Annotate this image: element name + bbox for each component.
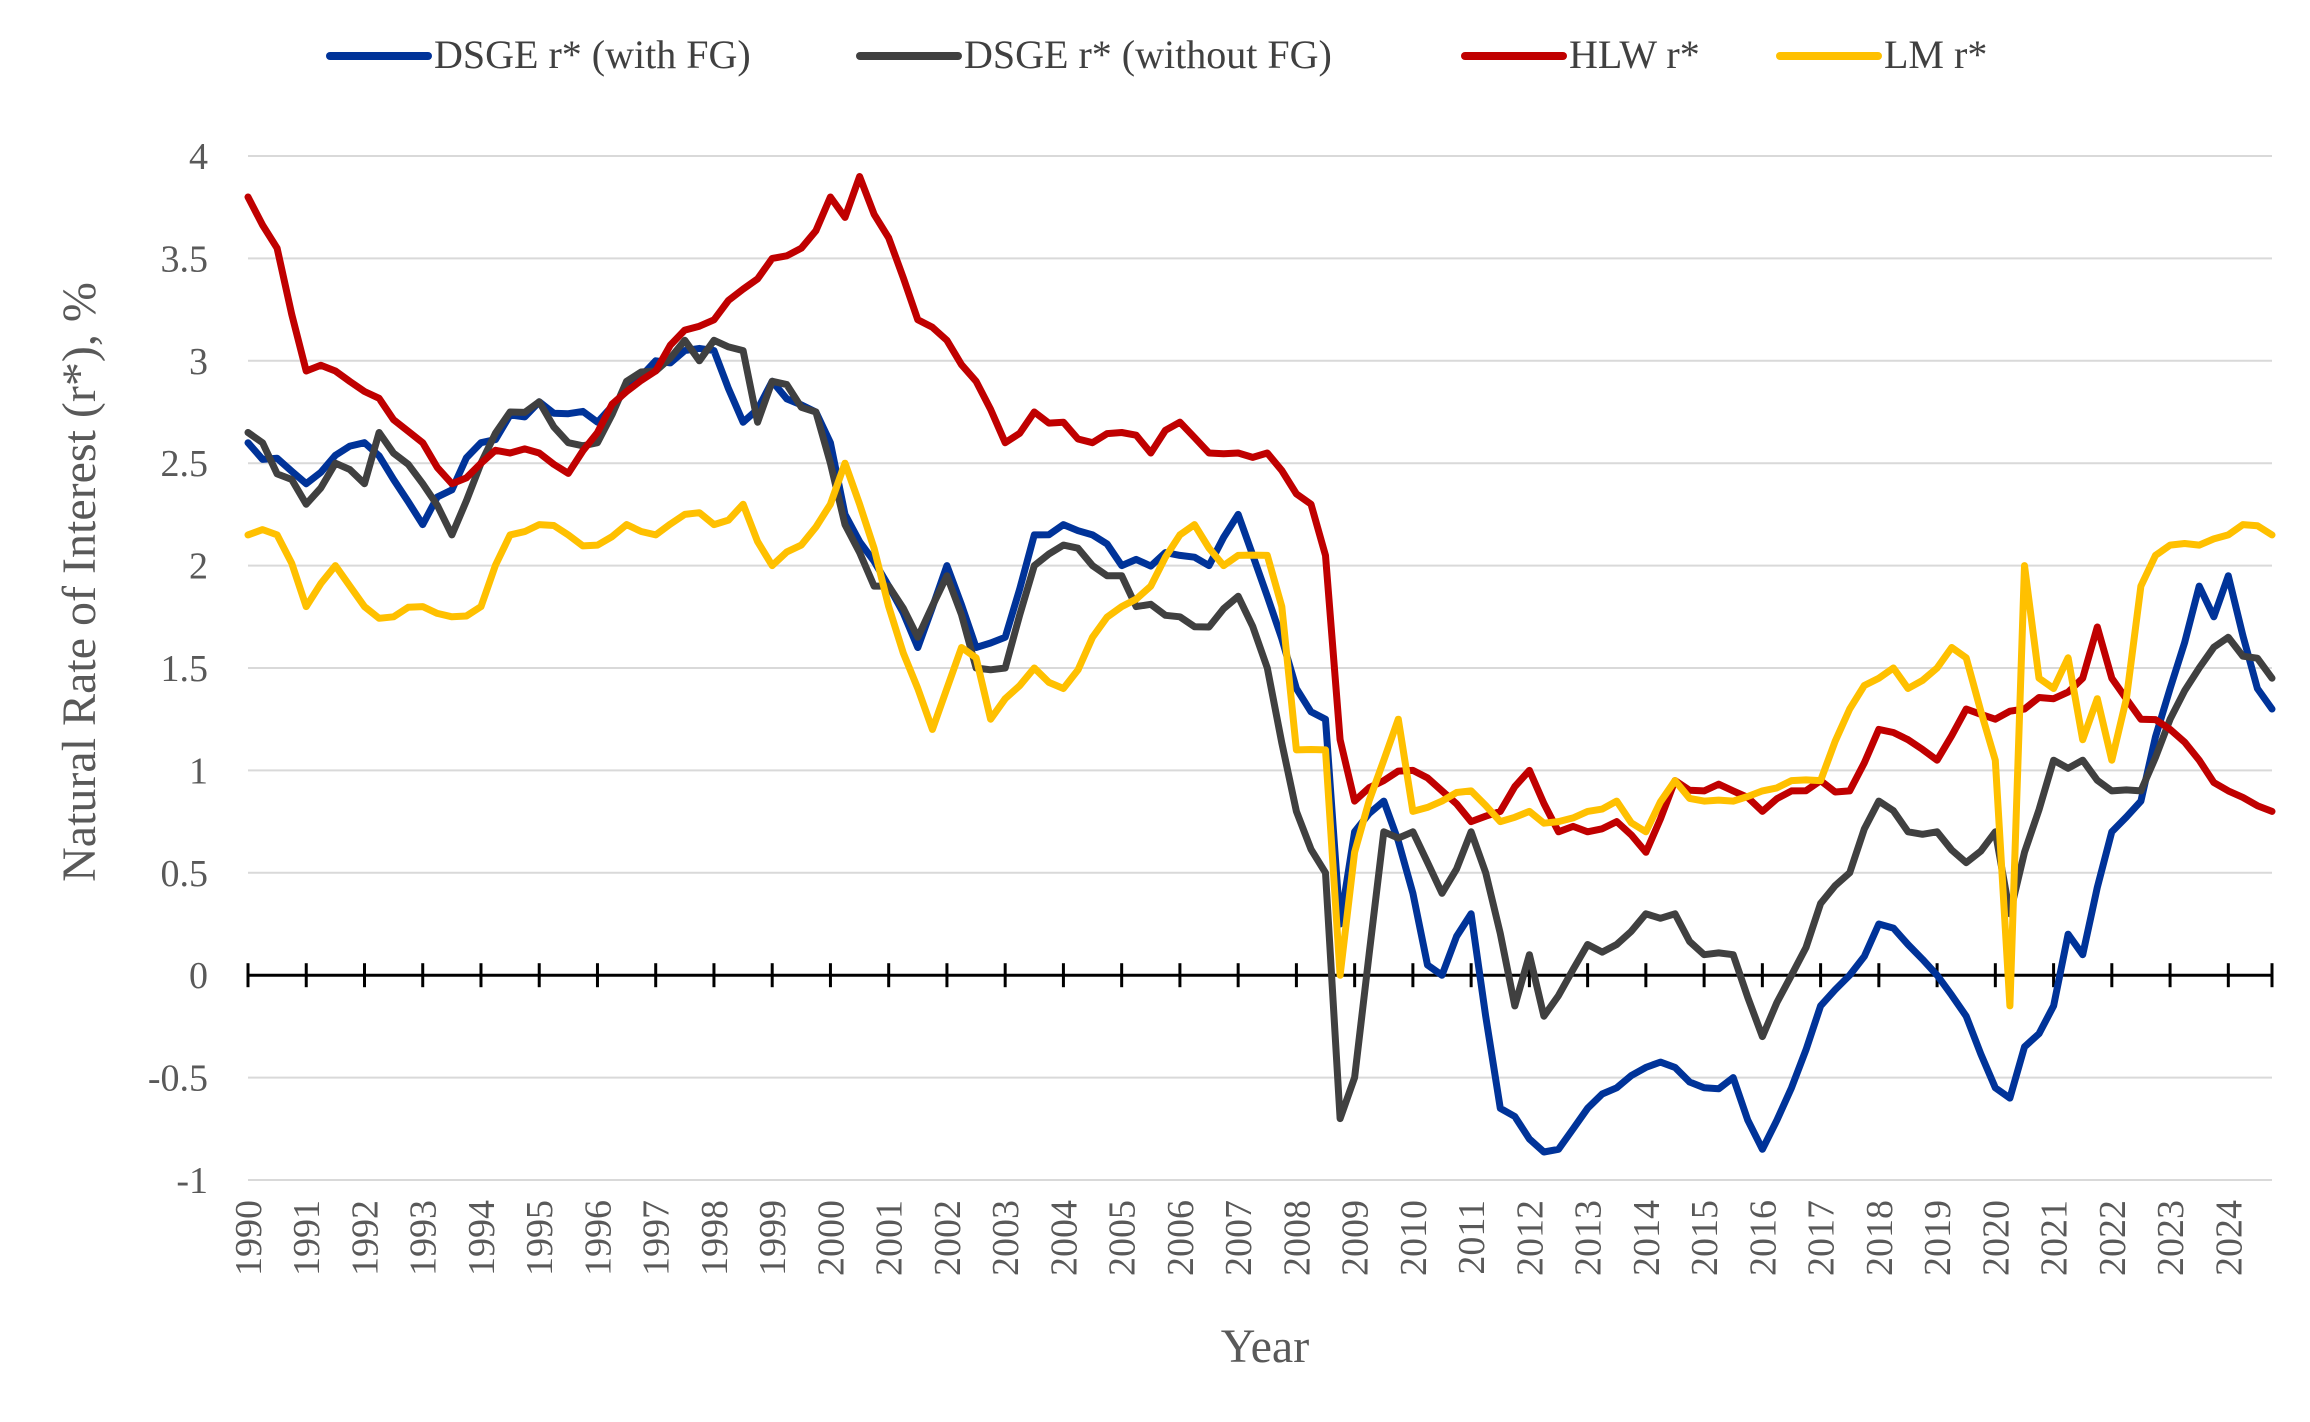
x-tick-label: 2009	[1335, 1200, 1377, 1276]
x-tick-label: 2004	[1043, 1200, 1085, 1276]
x-tick-label: 2015	[1684, 1200, 1726, 1276]
x-tick-label: 1996	[577, 1200, 619, 1276]
x-tick-label: 2002	[927, 1200, 969, 1276]
x-tick-label: 1992	[344, 1200, 386, 1276]
x-tick-label: 2001	[869, 1200, 911, 1276]
y-tick-label: 0	[189, 955, 208, 997]
legend-label: HLW r*	[1569, 32, 1700, 77]
y-tick-label: -0.5	[148, 1058, 208, 1100]
legend-label: DSGE r* (with FG)	[434, 32, 751, 77]
x-tick-label: 2014	[1626, 1200, 1668, 1276]
y-axis-title: Natural Rate of Interest (r*), %	[53, 282, 106, 882]
x-tick-labels: 1990 1991 1992 1993 1994 1995 1996 1997 1998 1999…	[228, 1200, 2250, 1276]
x-tick-label: 1998	[694, 1200, 736, 1276]
x-tick-label: 2016	[1742, 1200, 1784, 1276]
x-tick-label: 1995	[519, 1200, 561, 1276]
y-tick-labels: -1 -0.5 0 0.5 1 1.5 2 2.5 3 3.5 4	[148, 136, 208, 1202]
y-tick-label: 1.5	[161, 648, 209, 690]
x-tick-label: 2022	[2092, 1200, 2134, 1276]
x-tick-label: 1999	[752, 1200, 794, 1276]
x-tick-label: 1994	[461, 1200, 503, 1276]
x-tick-label: 2012	[1509, 1200, 1551, 1276]
x-tick-label: 2003	[985, 1200, 1027, 1276]
y-tick-label: 3.5	[161, 238, 209, 280]
x-axis-title: Year	[1221, 1320, 1309, 1373]
legend: DSGE r* (with FG) DSGE r* (without FG) HLW…	[326, 32, 1987, 77]
y-tick-label: 3	[189, 341, 208, 383]
x-tick-label: 2017	[1801, 1200, 1843, 1276]
x-tick-label: 1993	[403, 1200, 445, 1276]
x-tick-label: 2007	[1218, 1200, 1260, 1276]
y-tick-label: 2.5	[161, 443, 209, 485]
legend-label: LM r*	[1884, 32, 1987, 77]
x-tick-label: 2005	[1102, 1200, 1144, 1276]
y-tick-label: 2	[189, 546, 208, 588]
x-tick-label: 2020	[1975, 1200, 2017, 1276]
x-axis	[246, 963, 2274, 988]
y-tick-label: -1	[176, 1160, 208, 1202]
x-tick-label: 2024	[2208, 1200, 2250, 1276]
x-tick-label: 2010	[1393, 1200, 1435, 1276]
x-tick-label: 1997	[636, 1200, 678, 1276]
y-tick-label: 4	[189, 136, 208, 178]
series-lines	[244, 173, 2276, 1156]
y-tick-label: 0.5	[161, 853, 209, 895]
x-tick-label: 1990	[228, 1200, 270, 1276]
series-line-1	[244, 344, 2276, 1156]
x-tick-label: 1991	[286, 1200, 328, 1276]
legend-label: DSGE r* (without FG)	[964, 32, 1332, 77]
x-tick-label: 2006	[1160, 1200, 1202, 1276]
x-tick-label: 2023	[2150, 1200, 2192, 1276]
y-tick-label: 1	[189, 750, 208, 792]
series-line-3	[244, 173, 2276, 856]
x-tick-label: 2013	[1568, 1200, 1610, 1276]
x-tick-label: 2011	[1451, 1200, 1493, 1275]
series-line-4	[244, 459, 2276, 1010]
x-tick-label: 2000	[810, 1200, 852, 1276]
x-tick-label: 2018	[1859, 1200, 1901, 1276]
x-tick-label: 2008	[1276, 1200, 1318, 1276]
x-tick-label: 2021	[2034, 1200, 2076, 1276]
x-tick-label: 2019	[1917, 1200, 1959, 1276]
